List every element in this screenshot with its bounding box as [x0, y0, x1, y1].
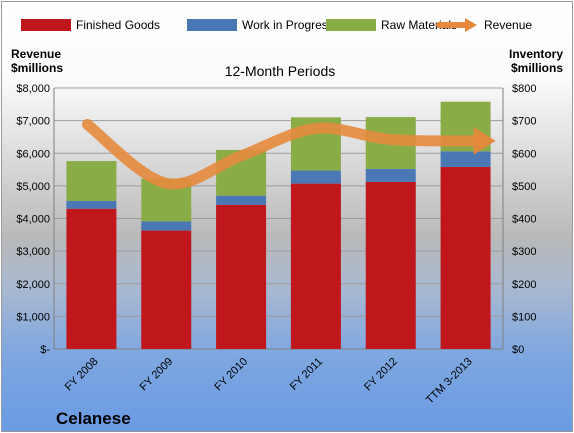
revenue-line — [81, 118, 482, 190]
category-label: FY 2010 — [212, 356, 250, 394]
left-tick-label: $8,000 — [16, 83, 50, 95]
legend-label: Work in Progress — [242, 18, 334, 32]
right-tick-label: $500 — [512, 181, 536, 193]
legend-swatch-work-in-progress — [187, 19, 237, 31]
left-axis-label-line1: Revenue — [11, 47, 61, 61]
left-tick-label: $2,000 — [16, 279, 50, 291]
left-tick-label: $7,000 — [16, 116, 50, 128]
bar-work-in-progress — [440, 151, 491, 167]
right-tick-label: $200 — [512, 279, 536, 291]
right-tick-label: $700 — [512, 116, 536, 128]
bar-finished-goods — [66, 208, 117, 349]
right-tick-label: $800 — [512, 83, 536, 95]
bar-work-in-progress — [141, 221, 192, 231]
bar-finished-goods — [440, 166, 491, 349]
bar-finished-goods — [216, 204, 267, 349]
category-label: TTM 3-2013 — [424, 356, 475, 407]
left-tick-label: $6,000 — [16, 148, 50, 160]
right-axis-ticks: $0 $100 $200 $300 $400 $500 $600 $700 $800 — [512, 83, 536, 356]
bar-finished-goods — [290, 183, 341, 349]
legend-swatch-raw-materials — [326, 19, 376, 31]
right-axis-label-line1: Inventory — [509, 47, 563, 61]
bar-work-in-progress — [290, 170, 341, 184]
left-axis-ticks: $- $1,000 $2,000 $3,000 $4,000 $5,000 $6,000 $7… — [16, 83, 50, 356]
bar-work-in-progress — [365, 168, 416, 182]
legend-label: Raw Materials — [381, 18, 457, 32]
right-tick-label: $400 — [512, 214, 536, 226]
bar-work-in-progress — [66, 200, 117, 209]
revenue-line-group — [81, 118, 496, 190]
right-tick-label: $600 — [512, 148, 536, 160]
legend: Finished Goods Work in Progress Raw Materi… — [21, 18, 532, 32]
left-tick-label: $3,000 — [16, 246, 50, 258]
bar-finished-goods — [141, 230, 192, 349]
legend-label: Revenue — [484, 18, 532, 32]
category-label: FY 2011 — [288, 356, 325, 393]
revenue-arrowhead — [473, 126, 496, 155]
category-label: FY 2009 — [138, 356, 176, 394]
x-axis-ticks: FY 2008 FY 2009 FY 2010 FY 2011 FY 2012 TTM 3… — [63, 356, 475, 407]
legend-swatch-finished-goods — [21, 19, 71, 31]
left-tick-label: $4,000 — [16, 214, 50, 226]
right-tick-label: $0 — [512, 344, 524, 356]
category-label: FY 2008 — [63, 356, 101, 394]
bar-finished-goods — [365, 181, 416, 349]
left-tick-label: $5,000 — [16, 181, 50, 193]
right-axis-label-line2: $millions — [511, 61, 563, 75]
legend-label: Finished Goods — [76, 18, 160, 32]
left-tick-label: $- — [40, 344, 50, 356]
category-label: FY 2012 — [362, 356, 400, 394]
right-tick-label: $300 — [512, 246, 536, 258]
plot-area — [53, 87, 504, 350]
left-tick-label: $1,000 — [16, 311, 50, 323]
company-name: Celanese — [56, 409, 131, 428]
left-axis-label-line2: $millions — [11, 61, 63, 75]
right-tick-label: $100 — [512, 311, 536, 323]
chart-title: 12-Month Periods — [225, 63, 336, 79]
bar-work-in-progress — [216, 195, 267, 205]
legend-revenue-arrow — [465, 18, 477, 32]
bar-raw-materials — [66, 161, 117, 201]
